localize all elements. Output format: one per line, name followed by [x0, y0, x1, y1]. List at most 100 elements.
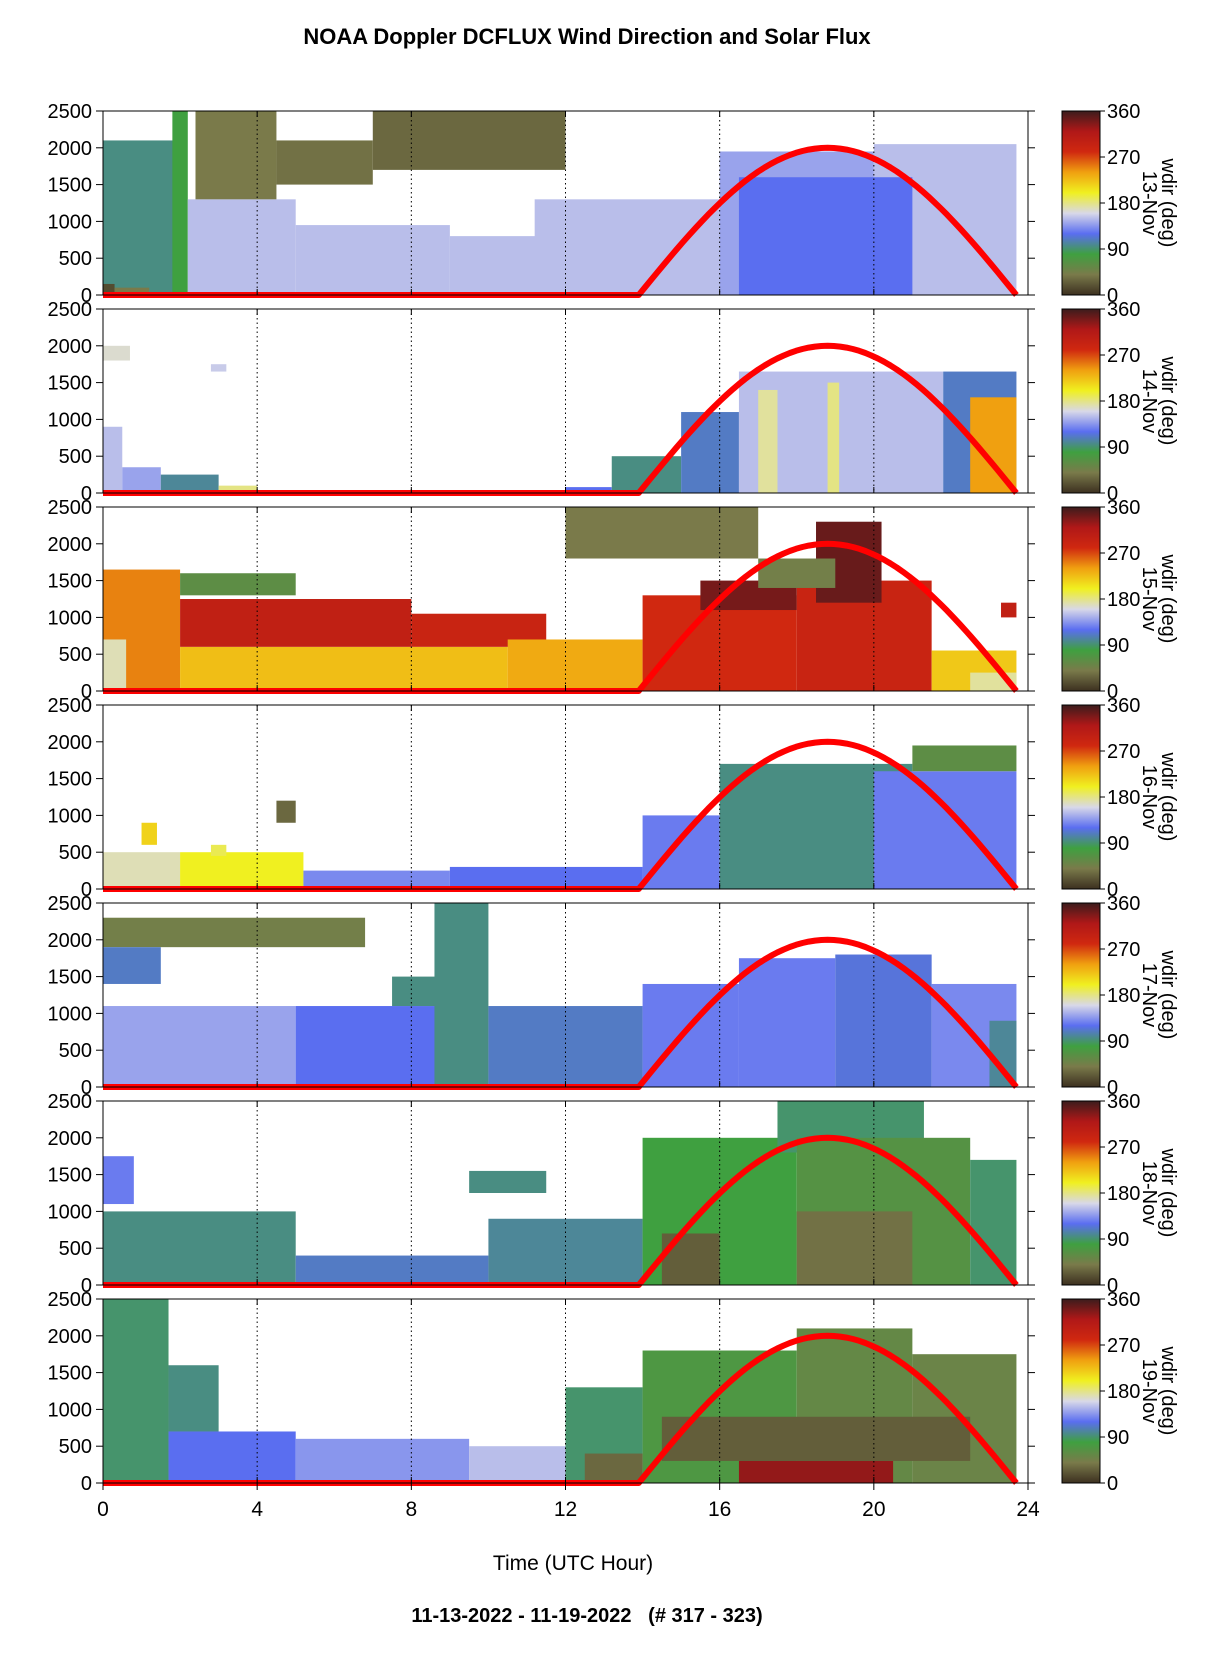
wind-cell	[303, 870, 450, 889]
y-tick-label: 2000	[48, 732, 93, 754]
wind-cell	[488, 1218, 643, 1285]
y-tick-label: 2000	[48, 930, 93, 952]
panel-16-nov: 0 500 1000 1500 2000 2500 0 90 180 270 360 wdir (de…	[48, 695, 1180, 901]
y-tick-label: 2500	[48, 1091, 93, 1113]
wind-cell	[738, 177, 913, 295]
wind-cell	[449, 866, 643, 889]
wind-cell	[195, 111, 277, 200]
wind-cell	[172, 111, 188, 295]
heatmap	[103, 345, 1017, 493]
y-tick-label: 1500	[48, 769, 93, 791]
y-tick-label: 500	[59, 644, 92, 666]
panel-18-nov: 0 500 1000 1500 2000 2500 0 90 180 270 360 wdir (de…	[48, 1091, 1180, 1297]
wind-cell	[642, 815, 720, 889]
wind-cell	[160, 474, 219, 493]
colorbar-label: wdir (deg)	[1157, 752, 1179, 842]
colorbar-tick-label: 360	[1107, 1091, 1140, 1113]
colorbar-scale	[1061, 902, 1101, 1088]
panel-13-nov: 0 500 1000 1500 2000 2500 0 90 180 270 360 wdir (de…	[48, 101, 1180, 307]
wind-cell	[168, 1365, 219, 1432]
colorbar-label: wdir (deg)	[1157, 1148, 1179, 1238]
panel-17-nov: 0 500 1000 1500 2000 2500 0 90 180 270 360 wdir (de…	[48, 893, 1180, 1099]
wind-cell	[210, 844, 227, 856]
wind-cell	[122, 467, 161, 493]
colorbar-tick-label: 270	[1107, 147, 1140, 169]
heatmap	[103, 903, 1017, 1087]
day-label: 13-Nov	[1138, 171, 1160, 235]
y-tick-label: 2500	[48, 1289, 93, 1311]
y-tick-label: 2000	[48, 336, 93, 358]
x-tick-label: 12	[554, 1498, 577, 1521]
x-tick-label: 24	[1016, 1498, 1040, 1521]
colorbar: 0 90 180 270 360 wdir (deg)14-Nov	[1061, 299, 1179, 505]
colorbar-scale	[1061, 506, 1101, 692]
y-tick-label: 1000	[48, 1003, 93, 1025]
x-axis-label: Time (UTC Hour)	[493, 1552, 653, 1575]
wind-cell	[276, 140, 373, 185]
heatmap	[103, 111, 1017, 295]
wind-cell	[103, 639, 127, 691]
day-label: 14-Nov	[1138, 369, 1160, 433]
colorbar-tick-label: 180	[1107, 589, 1140, 611]
colorbar-label: wdir (deg)	[1157, 356, 1179, 446]
day-label: 17-Nov	[1138, 963, 1160, 1027]
y-tick-label: 0	[81, 681, 92, 703]
y-tick-label: 1500	[48, 571, 93, 593]
colorbar-tick-label: 0	[1107, 285, 1118, 307]
wind-cell	[469, 1170, 547, 1193]
wind-cell	[180, 573, 296, 596]
x-tick-label: 16	[708, 1498, 731, 1521]
wind-cell	[103, 917, 366, 948]
colorbar-tick-label: 360	[1107, 101, 1140, 123]
colorbar-tick-label: 0	[1107, 879, 1118, 901]
heatmap	[103, 1101, 1017, 1285]
wind-cell	[180, 852, 304, 889]
wind-cell	[114, 287, 150, 295]
wind-cell	[276, 800, 296, 823]
colorbar-tick-label: 360	[1107, 1289, 1140, 1311]
wind-cell	[738, 1460, 894, 1483]
wind-cell	[103, 852, 181, 889]
y-tick-label: 1000	[48, 805, 93, 827]
y-tick-label: 2500	[48, 695, 93, 717]
x-tick-label: 0	[97, 1498, 109, 1521]
colorbar: 0 90 180 270 360 wdir (deg)17-Nov	[1061, 893, 1179, 1099]
wind-cell	[187, 199, 296, 295]
colorbar-tick-label: 270	[1107, 741, 1140, 763]
wind-cell	[168, 1431, 296, 1483]
colorbar-scale	[1061, 704, 1101, 890]
wind-cell	[1001, 602, 1017, 618]
colorbar-tick-label: 180	[1107, 391, 1140, 413]
panel-19-nov: 0 500 1000 1500 2000 2500 0 90 180 270 360 wdir (de…	[48, 1289, 1180, 1495]
colorbar-scale	[1061, 1298, 1101, 1484]
wind-cell	[180, 599, 412, 647]
colorbar-tick-label: 360	[1107, 695, 1140, 717]
colorbar: 0 90 180 270 360 wdir (deg)15-Nov	[1061, 497, 1179, 703]
wind-cell	[295, 1438, 470, 1483]
y-tick-label: 1000	[48, 409, 93, 431]
x-tick-label: 4	[251, 1498, 263, 1521]
colorbar-label: wdir (deg)	[1157, 1346, 1179, 1436]
colorbar-scale	[1061, 110, 1101, 296]
solar-flux-curve	[103, 540, 1019, 694]
day-label: 19-Nov	[1138, 1359, 1160, 1423]
wind-cell	[295, 225, 450, 295]
colorbar-tick-label: 0	[1107, 483, 1118, 505]
colorbar-tick-label: 90	[1107, 1229, 1129, 1251]
colorbar-tick-label: 90	[1107, 437, 1129, 459]
colorbar-tick-label: 270	[1107, 543, 1140, 565]
colorbar-tick-label: 0	[1107, 1473, 1118, 1495]
y-tick-label: 500	[59, 1436, 92, 1458]
colorbar-tick-label: 270	[1107, 1137, 1140, 1159]
y-tick-label: 0	[81, 1275, 92, 1297]
colorbar-tick-label: 90	[1107, 833, 1129, 855]
wind-cell	[434, 903, 489, 1087]
wind-cell	[103, 1006, 296, 1087]
wind-cell	[469, 1446, 566, 1483]
day-label: 15-Nov	[1138, 567, 1160, 631]
y-tick-label: 2500	[48, 893, 93, 915]
colorbar-tick-label: 270	[1107, 1335, 1140, 1357]
colorbar: 0 90 180 270 360 wdir (deg)16-Nov	[1061, 695, 1179, 901]
solar-flux-curve	[103, 144, 1019, 298]
wind-cell	[488, 1006, 643, 1087]
